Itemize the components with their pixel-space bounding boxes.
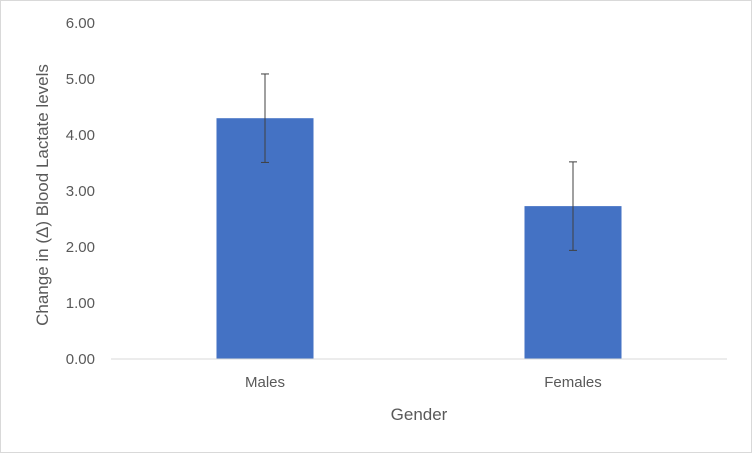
y-axis-tick-labels: 0.00 1.00 2.00 3.00 4.00 5.00 6.00 xyxy=(66,15,95,368)
x-axis-tick-labels: Males Females xyxy=(245,374,602,391)
x-tick-label: Males xyxy=(245,374,285,391)
y-tick-label: 5.00 xyxy=(66,71,95,88)
y-tick-label: 6.00 xyxy=(66,15,95,32)
y-tick-label: 2.00 xyxy=(66,239,95,256)
x-axis-title: Gender xyxy=(391,405,448,424)
bars xyxy=(216,118,622,359)
error-bar-males xyxy=(261,73,269,163)
error-bars xyxy=(261,73,577,251)
y-tick-label: 4.00 xyxy=(66,127,95,144)
x-tick-label: Females xyxy=(544,374,602,391)
y-axis-title: Change in (Δ) Blood Lactate levels xyxy=(33,64,52,326)
y-tick-label: 0.00 xyxy=(66,351,95,368)
y-tick-label: 3.00 xyxy=(66,183,95,200)
error-bar-females xyxy=(569,161,577,251)
y-tick-label: 1.00 xyxy=(66,295,95,312)
